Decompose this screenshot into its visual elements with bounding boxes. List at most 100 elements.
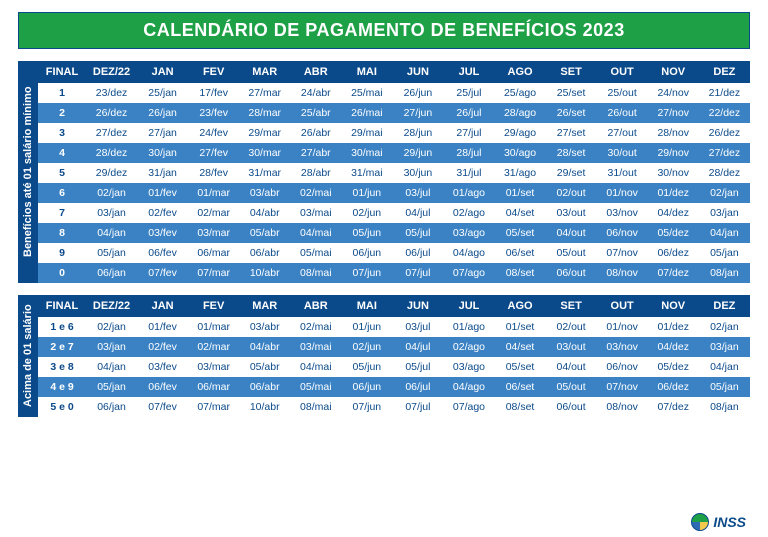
date-cell: 31/mai [341, 163, 392, 183]
row-final-digit: 1 e 6 [38, 317, 86, 337]
date-cell: 07/fev [137, 397, 188, 417]
row-final-digit: 4 e 9 [38, 377, 86, 397]
date-cell: 01/dez [648, 317, 699, 337]
date-cell: 03/fev [137, 223, 188, 243]
date-cell: 04/dez [648, 337, 699, 357]
date-cell: 06/nov [597, 223, 648, 243]
date-cell: 04/ago [443, 377, 494, 397]
date-cell: 06/fev [137, 377, 188, 397]
date-cell: 06/nov [597, 357, 648, 377]
date-cell: 25/out [597, 83, 648, 103]
date-cell: 07/jul [392, 397, 443, 417]
row-final-digit: 2 [38, 103, 86, 123]
table-row: 3 e 804/jan03/fev03/mar05/abr04/mai05/ju… [38, 357, 750, 377]
date-cell: 06/dez [648, 377, 699, 397]
date-cell: 29/ago [495, 123, 546, 143]
date-cell: 03/mai [290, 203, 341, 223]
date-cell: 07/nov [597, 377, 648, 397]
date-cell: 04/jul [392, 337, 443, 357]
date-cell: 26/dez [86, 103, 137, 123]
row-final-digit: 1 [38, 83, 86, 103]
table-row: 703/jan02/fev02/mar04/abr03/mai02/jun04/… [38, 203, 750, 223]
column-header: ABR [290, 295, 341, 317]
column-header: SET [546, 295, 597, 317]
date-cell: 06/out [546, 263, 597, 283]
date-cell: 27/mar [239, 83, 290, 103]
date-cell: 02/fev [137, 337, 188, 357]
column-header: MAR [239, 61, 290, 83]
date-cell: 06/jun [341, 243, 392, 263]
date-cell: 26/jun [392, 83, 443, 103]
date-cell: 05/set [495, 223, 546, 243]
column-header: OUT [597, 61, 648, 83]
date-cell: 05/out [546, 377, 597, 397]
date-cell: 05/jan [86, 243, 137, 263]
date-cell: 03/ago [443, 357, 494, 377]
date-cell: 29/nov [648, 143, 699, 163]
date-cell: 02/ago [443, 203, 494, 223]
date-cell: 03/out [546, 203, 597, 223]
date-cell: 03/mar [188, 223, 239, 243]
date-cell: 02/jun [341, 203, 392, 223]
date-cell: 03/jan [86, 337, 137, 357]
date-cell: 27/fev [188, 143, 239, 163]
date-cell: 06/mar [188, 377, 239, 397]
row-final-digit: 8 [38, 223, 86, 243]
column-header: OUT [597, 295, 648, 317]
date-cell: 27/jun [392, 103, 443, 123]
date-cell: 06/abr [239, 377, 290, 397]
row-final-digit: 5 e 0 [38, 397, 86, 417]
date-cell: 29/dez [86, 163, 137, 183]
row-final-digit: 6 [38, 183, 86, 203]
date-cell: 31/jul [443, 163, 494, 183]
table-row: 2 e 703/jan02/fev02/mar04/abr03/mai02/ju… [38, 337, 750, 357]
date-cell: 31/out [597, 163, 648, 183]
date-cell: 05/jul [392, 357, 443, 377]
date-cell: 05/mai [290, 377, 341, 397]
date-cell: 05/jan [699, 243, 750, 263]
date-cell: 28/mar [239, 103, 290, 123]
date-cell: 28/abr [290, 163, 341, 183]
date-cell: 01/nov [597, 317, 648, 337]
date-cell: 30/nov [648, 163, 699, 183]
date-cell: 01/ago [443, 183, 494, 203]
date-cell: 17/fev [188, 83, 239, 103]
date-cell: 06/fev [137, 243, 188, 263]
date-cell: 08/jan [699, 397, 750, 417]
column-header: DEZ/22 [86, 61, 137, 83]
date-cell: 27/abr [290, 143, 341, 163]
date-cell: 02/jan [86, 183, 137, 203]
date-cell: 01/nov [597, 183, 648, 203]
date-cell: 04/mai [290, 357, 341, 377]
date-cell: 01/jun [341, 183, 392, 203]
sidebar-label-above-wage: Acima de 01 salário [18, 295, 38, 417]
date-cell: 06/abr [239, 243, 290, 263]
date-cell: 03/mai [290, 337, 341, 357]
date-cell: 07/jun [341, 263, 392, 283]
date-cell: 01/set [495, 183, 546, 203]
date-cell: 28/jul [443, 143, 494, 163]
table-row: 123/dez25/jan17/fev27/mar24/abr25/mai26/… [38, 83, 750, 103]
row-final-digit: 2 e 7 [38, 337, 86, 357]
date-cell: 30/ago [495, 143, 546, 163]
date-cell: 22/dez [699, 103, 750, 123]
row-final-digit: 0 [38, 263, 86, 283]
date-cell: 02/mar [188, 337, 239, 357]
date-cell: 03/fev [137, 357, 188, 377]
date-cell: 28/set [546, 143, 597, 163]
date-cell: 08/mai [290, 263, 341, 283]
date-cell: 04/abr [239, 203, 290, 223]
date-cell: 03/nov [597, 203, 648, 223]
date-cell: 30/out [597, 143, 648, 163]
date-cell: 06/set [495, 243, 546, 263]
date-cell: 04/jan [699, 357, 750, 377]
date-cell: 02/fev [137, 203, 188, 223]
date-cell: 05/dez [648, 223, 699, 243]
date-cell: 08/set [495, 263, 546, 283]
date-cell: 27/jan [137, 123, 188, 143]
date-cell: 01/jun [341, 317, 392, 337]
date-cell: 30/jan [137, 143, 188, 163]
date-cell: 10/abr [239, 397, 290, 417]
date-cell: 25/jan [137, 83, 188, 103]
column-header: MAI [341, 295, 392, 317]
